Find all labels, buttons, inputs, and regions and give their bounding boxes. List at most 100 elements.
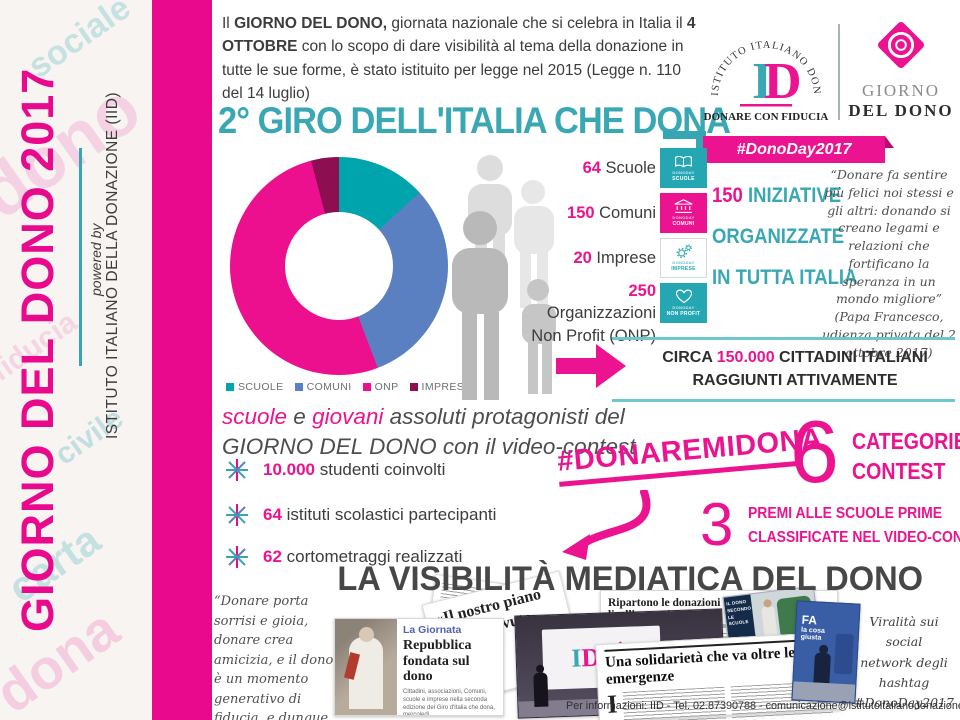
initiatives-word: INIZIATIVE — [742, 184, 842, 207]
stat-row: 20 Imprese — [518, 247, 656, 269]
protagonists-line2: GIORNO DEL DONO con il video-contest — [222, 433, 636, 459]
stat-row: 250 Organizzazioni Non Profit (ONP) — [518, 280, 656, 347]
intro-bold-date: 4 OTTOBRE — [222, 15, 696, 56]
page-title: 2° GIRO DELL'ITALIA CHE DONA — [218, 100, 731, 141]
contest-label-1: CATEGORIE — [852, 428, 960, 454]
iid-logo-monogram-i: I — [752, 53, 772, 110]
org-label: ISTITUTO ITALIANO DELLA DONAZIONE (IID) — [104, 91, 121, 439]
badge-comuni: DONODAY COMUNI — [660, 193, 707, 233]
divider-bottom — [612, 399, 955, 402]
badge-imprese: DONODAY IMPRESE — [660, 238, 707, 278]
iid-logo-rule — [740, 104, 792, 107]
bullet-label: istituti scolastici partecipanti — [281, 505, 497, 524]
asterisk-icon — [226, 459, 248, 481]
heart-icon — [675, 289, 692, 304]
bullet-text: 62 cortometraggi realizzati — [263, 547, 462, 567]
gdd-logo-line1: GIORNO — [861, 81, 941, 100]
legend-label: IMPRESE — [421, 381, 472, 393]
quote-text: “Donare fa sentire più felici noi stessi… — [824, 167, 954, 307]
curved-arrow-icon — [562, 490, 651, 560]
badge-label: COMUNI — [672, 221, 695, 227]
protagonists-plain: assoluti protagonisti del — [383, 404, 625, 429]
badge-caption: DONODAY — [672, 260, 695, 265]
protagonists-plain: e — [287, 404, 313, 429]
reach-text: CIRCA — [662, 349, 717, 366]
logo-divider — [838, 24, 840, 120]
badge-caption: DONODAY — [672, 215, 695, 220]
legend-item: ONP — [362, 381, 399, 393]
bullet-number: 10.000 — [263, 460, 315, 479]
donut-chart — [230, 157, 448, 375]
sidebar: dono sociale fiducia civile carta dona GIORNO… — [0, 0, 152, 720]
bullet-label: studenti coinvolti — [315, 460, 446, 479]
badge-caption: DONODAY — [672, 169, 695, 175]
media-title: LA VISIBILITÀ MEDIATICA DEL DONO — [337, 560, 924, 598]
divider-top — [612, 337, 955, 340]
tv-show-logo: FA la cosa giusta — [800, 613, 826, 642]
legend-label: COMUNI — [306, 381, 352, 393]
quote-text: “Donare porta sorrisi e gioia, donare cr… — [214, 594, 334, 720]
prizes-label-1: PREMI ALLE SCUOLE PRIME — [748, 505, 943, 522]
protagonists-highlight: scuole — [222, 404, 288, 429]
prizes-number: 3 — [700, 491, 734, 558]
iid-logo-monogram-d: D — [764, 53, 802, 110]
bullet-number: 64 — [263, 505, 282, 524]
social-note: Viralità sui social network degli hashta… — [850, 612, 958, 720]
stat-row: 150 Comuni — [518, 202, 656, 224]
stat-label: Imprese — [591, 249, 656, 267]
stat-label: Comuni — [594, 204, 656, 222]
intro-text: giornata nazionale che si celebra in Ita… — [387, 15, 687, 32]
footer-contact: Per informazioni: IID - Tel. 02.87390788… — [566, 700, 960, 712]
initiatives-number: 150 — [712, 184, 743, 207]
stat-number: 64 — [582, 159, 601, 177]
badge-label: NON PROFIT — [666, 311, 701, 317]
clipping-giornata: La Giornata Repubblica fondata sul dono … — [334, 618, 504, 716]
bullet-label: cortometraggi realizzati — [281, 547, 463, 566]
initiatives-line1: 150 INIZIATIVE — [712, 176, 857, 217]
initiatives-line3: IN TUTTA ITALIA — [712, 265, 858, 289]
intro-text: Il — [222, 15, 235, 32]
bullet-row: 64 istituti scolastici partecipanti — [225, 503, 496, 527]
gdd-logo: GIORNO DEL DONO — [845, 16, 957, 121]
sidebar-accent-bar — [152, 0, 212, 720]
legend-swatch — [409, 383, 418, 391]
protagonists-line1: scuole e giovani assoluti protagonisti d… — [222, 402, 635, 432]
legend-swatch — [226, 383, 234, 391]
bullet-row: 62 cortometraggi realizzati — [225, 545, 462, 569]
legend-label: ONP — [374, 381, 399, 393]
gdd-diamond-icon — [877, 21, 925, 69]
bullet-text: 64 istituti scolastici partecipanti — [263, 505, 496, 525]
reach-number: 150.000 — [716, 349, 775, 366]
bullet-row: 10.000 studenti coinvolti — [225, 458, 445, 482]
bank-icon — [674, 199, 693, 213]
pope-photo — [335, 619, 397, 715]
initiatives-callout: 150 INIZIATIVE ORGANIZZATE IN TUTTA ITAL… — [712, 176, 857, 299]
asterisk-icon — [226, 546, 248, 568]
stat-label: Organizzazioni Non Profit (ONP) — [531, 304, 656, 345]
sidebar-title: GIORNO DEL DONO 2017 — [12, 67, 63, 633]
legend-item: COMUNI — [294, 381, 352, 393]
stat-number: 150 — [567, 204, 595, 222]
chart-legend: SCUOLE COMUNI ONP IMPRESE — [226, 381, 472, 393]
intro-text: con lo scopo di dare visibilità al tema … — [222, 38, 684, 102]
powered-by-label: powered by — [88, 223, 104, 297]
iid-logo-tagline: DONARE CON FIDUCIA — [704, 111, 829, 123]
sidebar-divider-line — [79, 148, 82, 366]
arrow-right-icon — [556, 344, 626, 388]
title-underline — [663, 131, 706, 139]
badge-nonprofit: DONODAY NON PROFIT — [660, 283, 707, 323]
gears-icon — [676, 244, 692, 259]
badge-label: SCUOLE — [672, 175, 695, 182]
tv-logo-small: giusta — [800, 633, 822, 642]
asterisk-icon — [226, 504, 248, 526]
mattarella-quote: “Donare porta sorrisi e gioia, donare cr… — [214, 592, 338, 720]
social-line: hashtag — [878, 674, 930, 690]
reach-text: CITTADINI ITALIANI RAGGIUNTI ATTIVAMENTE — [692, 349, 928, 390]
clipping-kicker: La Giornata — [403, 624, 462, 636]
intro-paragraph: Il GIORNO DEL DONO, giornata nazionale c… — [222, 12, 702, 105]
bullet-text: 10.000 studenti coinvolti — [263, 460, 445, 480]
people-icon — [452, 155, 556, 400]
pope-head — [359, 627, 374, 642]
legend-item: IMPRESE — [409, 381, 472, 393]
